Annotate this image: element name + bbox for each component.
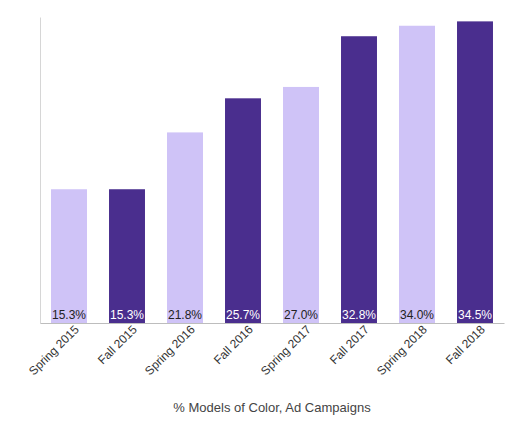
x-axis-title: % Models of Color, Ad Campaigns [173, 400, 371, 415]
data-label: 15.3% [52, 308, 86, 322]
data-label: 34.5% [458, 308, 492, 322]
y-axis [40, 18, 41, 324]
bar [399, 26, 435, 323]
bar [167, 132, 203, 323]
plot: Spring 2015 Fall 2015Spring 2016 Fall 2016… [26, 18, 504, 379]
x-tick-label: Spring 2015 [26, 322, 82, 378]
x-tick-label: Fall 2017 [327, 322, 372, 367]
data-label: 27.0% [284, 308, 318, 322]
x-tick-label: Spring 2018 [374, 322, 430, 378]
bar [225, 98, 261, 323]
x-tick: Fall 2017 [327, 322, 372, 367]
bar [341, 36, 377, 323]
bars [51, 21, 493, 323]
x-tick-label: Fall 2016 [211, 322, 256, 367]
bar [283, 87, 319, 323]
data-label: 21.8% [168, 308, 202, 322]
bar [109, 189, 145, 323]
data-label: 32.8% [342, 308, 376, 322]
x-tick: Fall 2015 [95, 322, 140, 367]
x-tick: Spring 2017 [258, 322, 314, 378]
x-tick-label: Spring 2016 [142, 322, 198, 378]
x-tick: Fall 2018 [443, 322, 488, 367]
x-tick-label: Spring 2017 [258, 322, 314, 378]
x-tick: Spring 2015 [26, 322, 82, 378]
x-tick-label: Fall 2018 [443, 322, 488, 367]
bar [51, 189, 87, 323]
x-tick: Spring 2018 [374, 322, 430, 378]
x-tick: Fall 2016 [211, 322, 256, 367]
data-labels: 15.3% 15.3% 21.8% 25.7% 27.0% 32.8% 34.0% 34.5% [52, 308, 492, 322]
chart: Spring 2015 Fall 2015Spring 2016 Fall 2016… [0, 0, 522, 424]
bar [457, 21, 493, 323]
data-label: 25.7% [226, 308, 260, 322]
data-label: 34.0% [400, 308, 434, 322]
x-axis-line [41, 323, 505, 324]
x-axis: Spring 2015 Fall 2015Spring 2016 Fall 2016… [26, 322, 504, 378]
x-tick: Spring 2016 [142, 322, 198, 378]
data-label: 15.3% [110, 308, 144, 322]
x-tick-label: Fall 2015 [95, 322, 140, 367]
y-axis-line [40, 18, 41, 324]
